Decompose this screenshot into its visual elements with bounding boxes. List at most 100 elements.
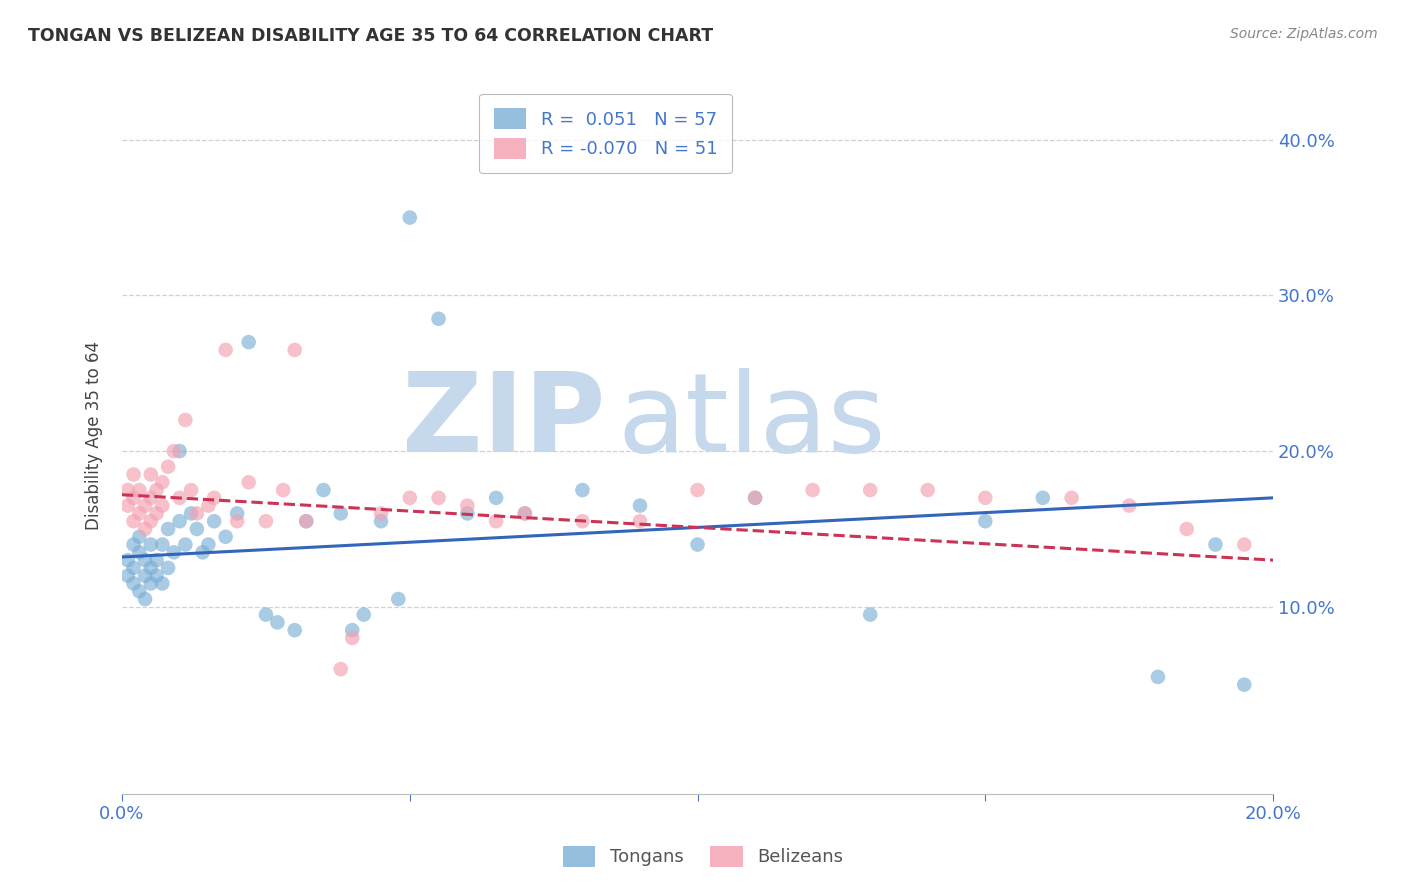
Point [266, 615, 288, 630]
Point [254, 514, 277, 528]
Point [329, 507, 352, 521]
Legend: Tongans, Belizeans: Tongans, Belizeans [555, 838, 851, 874]
Point [238, 475, 260, 490]
Point [329, 662, 352, 676]
Point [122, 491, 145, 505]
Point [122, 576, 145, 591]
Text: ZIP: ZIP [402, 368, 606, 475]
Point [485, 491, 508, 505]
Point [1118, 499, 1140, 513]
Point [139, 561, 162, 575]
Point [427, 311, 450, 326]
Point [370, 514, 392, 528]
Point [226, 514, 249, 528]
Point [1204, 537, 1226, 551]
Point [128, 584, 150, 599]
Point [284, 343, 307, 357]
Point [238, 335, 260, 350]
Point [917, 483, 939, 497]
Point [1032, 491, 1054, 505]
Point [197, 537, 219, 551]
Point [370, 507, 392, 521]
Point [744, 491, 766, 505]
Point [117, 568, 139, 582]
Point [139, 467, 162, 482]
Text: TONGAN VS BELIZEAN DISABILITY AGE 35 TO 64 CORRELATION CHART: TONGAN VS BELIZEAN DISABILITY AGE 35 TO … [28, 27, 713, 45]
Point [801, 483, 824, 497]
Point [128, 483, 150, 497]
Point [163, 444, 186, 458]
Point [150, 576, 173, 591]
Point [180, 483, 202, 497]
Point [139, 491, 162, 505]
Point [859, 607, 882, 622]
Point [122, 467, 145, 482]
Point [139, 537, 162, 551]
Text: Source: ZipAtlas.com: Source: ZipAtlas.com [1230, 27, 1378, 41]
Point [312, 483, 335, 497]
Point [128, 507, 150, 521]
Point [214, 343, 236, 357]
Point [150, 475, 173, 490]
Point [202, 514, 225, 528]
Point [226, 507, 249, 521]
Point [139, 576, 162, 591]
Point [150, 537, 173, 551]
Point [295, 514, 318, 528]
Point [513, 507, 536, 521]
Point [456, 499, 478, 513]
Point [202, 491, 225, 505]
Point [122, 561, 145, 575]
Point [169, 514, 191, 528]
Point [145, 568, 167, 582]
Point [571, 514, 593, 528]
Point [134, 568, 156, 582]
Point [398, 491, 420, 505]
Point [1147, 670, 1170, 684]
Point [1233, 678, 1256, 692]
Point [628, 499, 651, 513]
Point [117, 499, 139, 513]
Legend: R =  0.051   N = 57, R = -0.070   N = 51: R = 0.051 N = 57, R = -0.070 N = 51 [479, 94, 731, 173]
Point [686, 483, 709, 497]
Point [180, 507, 202, 521]
Point [128, 530, 150, 544]
Text: atlas: atlas [617, 368, 886, 475]
Point [139, 514, 162, 528]
Point [174, 537, 197, 551]
Point [122, 514, 145, 528]
Point [686, 537, 709, 551]
Point [174, 413, 197, 427]
Point [145, 483, 167, 497]
Point [134, 499, 156, 513]
Point [186, 507, 208, 521]
Point [628, 514, 651, 528]
Point [571, 483, 593, 497]
Point [169, 491, 191, 505]
Point [295, 514, 318, 528]
Point [214, 530, 236, 544]
Point [284, 623, 307, 637]
Point [387, 592, 409, 607]
Point [134, 522, 156, 536]
Point [1175, 522, 1198, 536]
Point [134, 592, 156, 607]
Point [485, 514, 508, 528]
Point [150, 499, 173, 513]
Point [197, 499, 219, 513]
Point [191, 545, 214, 559]
Point [157, 459, 180, 474]
Point [163, 545, 186, 559]
Point [513, 507, 536, 521]
Point [744, 491, 766, 505]
Point [859, 483, 882, 497]
Point [145, 553, 167, 567]
Point [169, 444, 191, 458]
Point [145, 507, 167, 521]
Point [134, 553, 156, 567]
Point [353, 607, 375, 622]
Point [128, 545, 150, 559]
Y-axis label: Disability Age 35 to 64: Disability Age 35 to 64 [86, 341, 103, 530]
Point [398, 211, 420, 225]
Point [122, 537, 145, 551]
